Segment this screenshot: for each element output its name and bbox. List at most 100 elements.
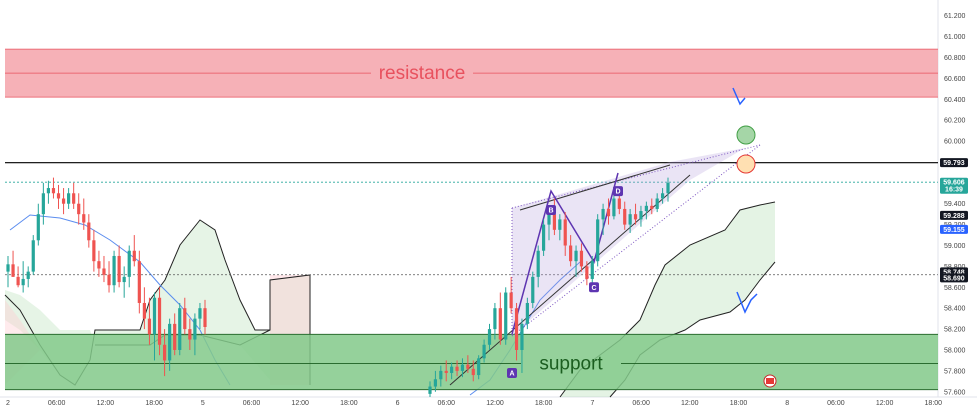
candle-body[interactable] (132, 250, 136, 262)
candle-body[interactable] (147, 318, 152, 335)
price-axis-panel[interactable] (938, 0, 977, 408)
candle-body[interactable] (173, 323, 177, 350)
time-axis[interactable]: 2 06:00 12:00 18:00 5 06:00 12:00 18:00 6 06:00 12… (6, 400, 942, 407)
candle-body[interactable] (569, 245, 573, 262)
candle-body[interactable] (617, 198, 621, 209)
candle-body[interactable] (168, 323, 172, 361)
candle-body[interactable] (31, 240, 35, 272)
candle-body[interactable] (460, 364, 465, 371)
pattern-point-A[interactable] (507, 367, 517, 378)
candle-body[interactable] (183, 308, 187, 330)
candle-body[interactable] (525, 302, 529, 324)
candle-body[interactable] (477, 358, 481, 376)
candle-body[interactable] (142, 302, 146, 319)
candle-body[interactable] (579, 250, 584, 267)
candle-body[interactable] (514, 308, 519, 350)
candle-body[interactable] (92, 240, 96, 262)
candle-body[interactable] (46, 188, 51, 194)
candle-body[interactable] (633, 214, 638, 220)
candle-body[interactable] (666, 182, 670, 194)
candle-body[interactable] (547, 214, 551, 225)
time-tick-label: 06:00 (438, 400, 456, 407)
candle-body[interactable] (41, 193, 45, 215)
candle-body[interactable] (585, 266, 589, 279)
candle-body[interactable] (644, 205, 648, 212)
candle-body[interactable] (531, 276, 535, 303)
candle-body[interactable] (482, 344, 486, 359)
candle-body[interactable] (112, 255, 116, 286)
candle-body[interactable] (61, 198, 66, 204)
candle-body[interactable] (117, 255, 121, 283)
price-tick-label: 58.000 (944, 347, 966, 354)
candle-body[interactable] (178, 308, 182, 350)
candle-body[interactable] (574, 250, 578, 262)
candle-body[interactable] (21, 278, 25, 286)
candle-body[interactable] (51, 188, 56, 194)
candle-body[interactable] (628, 214, 632, 225)
candle-body[interactable] (102, 268, 106, 275)
candle-body[interactable] (6, 264, 10, 272)
candle-body[interactable] (157, 297, 162, 345)
candle-body[interactable] (498, 308, 502, 340)
candle-body[interactable] (193, 318, 197, 340)
candle-body[interactable] (601, 208, 605, 220)
candle-body[interactable] (536, 250, 540, 277)
candles[interactable] (6, 177, 670, 397)
candle-body[interactable] (16, 276, 20, 286)
candle-body[interactable] (203, 308, 207, 328)
candle-body[interactable] (428, 386, 432, 394)
candle-body[interactable] (97, 261, 101, 269)
candle-body[interactable] (455, 366, 459, 371)
candle-body[interactable] (444, 370, 448, 373)
target-up-circle[interactable] (736, 125, 756, 145)
pattern-point-B[interactable] (546, 204, 556, 215)
candle-body[interactable] (650, 205, 654, 209)
candle-body[interactable] (596, 219, 600, 262)
candle-body[interactable] (36, 214, 40, 241)
candle-body[interactable] (77, 203, 81, 215)
candle-body[interactable] (72, 193, 76, 204)
rising-wedge-pattern[interactable] (449, 144, 761, 386)
candle-body[interactable] (87, 222, 91, 241)
candle-body[interactable] (655, 198, 659, 209)
candle-body[interactable] (541, 224, 546, 251)
candle-body[interactable] (509, 292, 513, 309)
candle-body[interactable] (563, 219, 567, 246)
candle-body[interactable] (623, 208, 627, 225)
candle-body[interactable] (82, 214, 86, 223)
candle-body[interactable] (11, 264, 15, 277)
pattern-point-C[interactable] (589, 282, 599, 293)
support-zone[interactable] (5, 334, 938, 390)
candle-body[interactable] (67, 193, 71, 204)
candle-body[interactable] (122, 276, 126, 283)
candle-body[interactable] (198, 308, 202, 319)
target-down-circle[interactable] (736, 154, 756, 174)
candle-body[interactable] (660, 193, 665, 199)
candle-body[interactable] (162, 344, 167, 361)
candle-body[interactable] (450, 366, 454, 373)
price-tick-label: 58.200 (944, 327, 966, 334)
candle-body[interactable] (520, 323, 524, 350)
candle-body[interactable] (127, 250, 131, 277)
candle-body[interactable] (26, 271, 30, 279)
pattern-point-D[interactable] (613, 186, 623, 197)
candle-body[interactable] (137, 261, 141, 303)
candle-body[interactable] (612, 198, 616, 217)
candle-body[interactable] (558, 219, 562, 230)
candle-body[interactable] (487, 329, 492, 345)
candle-body[interactable] (107, 274, 111, 286)
candle-body[interactable] (471, 368, 475, 376)
candle-body[interactable] (466, 364, 470, 369)
candle-body[interactable] (504, 292, 508, 340)
candle-body[interactable] (590, 261, 594, 279)
candle-body[interactable] (152, 297, 157, 335)
candle-body[interactable] (606, 208, 611, 217)
candle-body[interactable] (56, 193, 61, 199)
candle-body[interactable] (639, 211, 643, 220)
candle-body[interactable] (493, 308, 497, 330)
candle-body[interactable] (439, 370, 443, 380)
candle-body[interactable] (433, 379, 438, 387)
candle-body[interactable] (552, 214, 557, 230)
candle-body[interactable] (188, 329, 192, 340)
